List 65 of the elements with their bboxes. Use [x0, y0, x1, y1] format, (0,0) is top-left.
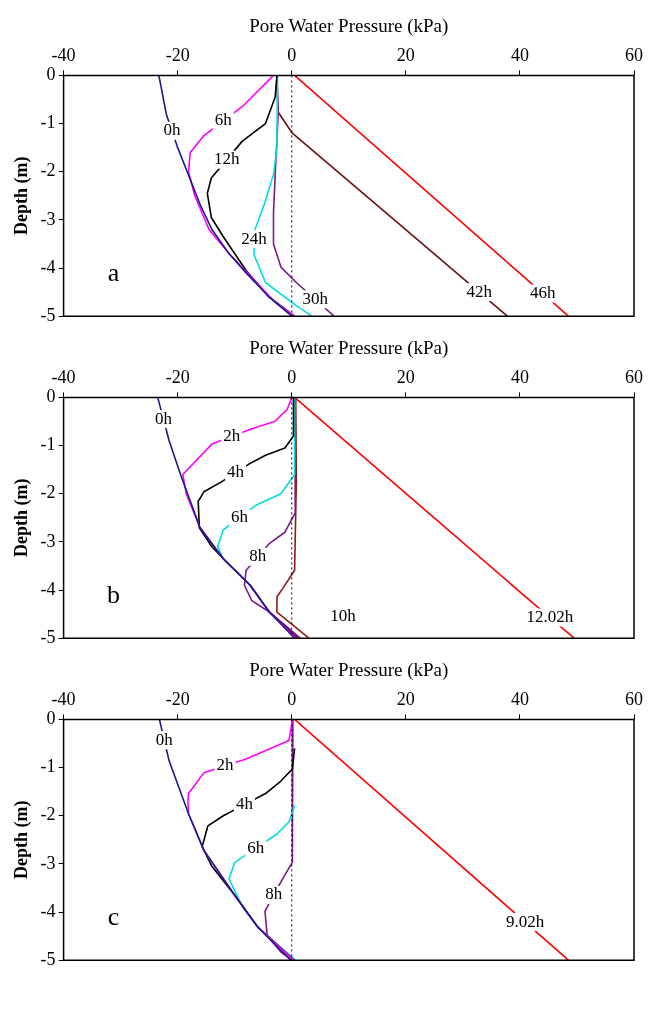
- annotation: 12h: [213, 149, 240, 169]
- annotation: 6h: [214, 110, 233, 130]
- x-tick-label: 40: [510, 45, 529, 66]
- annotation: 0h: [154, 408, 173, 428]
- y-axis-title: Depth (m): [11, 800, 33, 880]
- x-axis-title: Pore Water Pressure (kPa): [249, 659, 449, 682]
- x-tick-label: 60: [625, 689, 643, 710]
- y-tick-label: -2: [40, 160, 56, 181]
- x-tick-label: 40: [510, 367, 529, 388]
- x-tick-label: 0: [287, 689, 297, 710]
- y-tick-label: -1: [40, 112, 56, 133]
- annotation: 4h: [235, 794, 254, 814]
- x-tick-label: -40: [51, 45, 76, 66]
- annotation: 0h: [155, 729, 174, 749]
- annotation: 8h: [265, 884, 283, 904]
- annotation: 12.02h: [526, 606, 574, 626]
- y-tick-label: -4: [40, 578, 56, 599]
- x-tick-label: -40: [51, 689, 76, 710]
- y-tick-label: -1: [40, 434, 56, 455]
- y-tick-label: 0: [46, 708, 56, 729]
- annotation: 4h: [227, 462, 245, 482]
- x-tick-label: 20: [396, 367, 415, 388]
- annotation: a: [107, 258, 120, 288]
- annotation: 2h: [223, 425, 241, 445]
- x-tick-label: -20: [165, 45, 190, 66]
- y-tick-label: 0: [46, 386, 56, 407]
- annotation: 24h: [241, 228, 268, 248]
- y-axis-title: Depth (m): [11, 156, 33, 236]
- x-tick-label: -20: [165, 689, 190, 710]
- annotation: 30h: [302, 288, 329, 308]
- annotation: 2h: [216, 755, 235, 775]
- y-tick-label: -2: [40, 804, 56, 825]
- y-tick-label: -4: [40, 256, 56, 277]
- y-tick-label: -5: [40, 948, 56, 969]
- annotation: c: [107, 902, 120, 932]
- annotation: 42h: [466, 281, 493, 301]
- y-tick-label: -5: [40, 626, 56, 647]
- x-tick-label: 0: [287, 45, 297, 66]
- x-axis-title: Pore Water Pressure (kPa): [249, 337, 449, 360]
- x-tick-label: 20: [396, 689, 415, 710]
- x-axis-title: Pore Water Pressure (kPa): [249, 15, 449, 38]
- annotation: 9.02h: [505, 911, 545, 931]
- annotation: 8h: [249, 546, 267, 566]
- x-tick-label: 40: [510, 689, 529, 710]
- y-tick-label: -2: [40, 482, 56, 503]
- y-tick-label: -1: [40, 756, 56, 777]
- y-axis-title: Depth (m): [11, 478, 33, 558]
- y-tick-label: 0: [46, 64, 56, 85]
- annotation: 6h: [231, 507, 249, 527]
- x-tick-label: -20: [165, 367, 190, 388]
- annotation: 46h: [529, 283, 556, 303]
- y-tick-label: -4: [40, 900, 56, 921]
- x-tick-label: 20: [396, 45, 415, 66]
- x-tick-label: -40: [51, 367, 76, 388]
- annotation: 10h: [330, 605, 357, 625]
- y-tick-label: -3: [40, 208, 56, 229]
- x-tick-label: 60: [625, 45, 643, 66]
- annotation: 0h: [163, 120, 181, 140]
- y-tick-label: -3: [40, 852, 56, 873]
- y-tick-label: -3: [40, 530, 56, 551]
- annotation: b: [107, 580, 121, 610]
- y-tick-label: -5: [40, 304, 56, 325]
- x-tick-label: 0: [287, 367, 297, 388]
- x-tick-label: 60: [625, 367, 643, 388]
- annotation: 6h: [247, 837, 265, 857]
